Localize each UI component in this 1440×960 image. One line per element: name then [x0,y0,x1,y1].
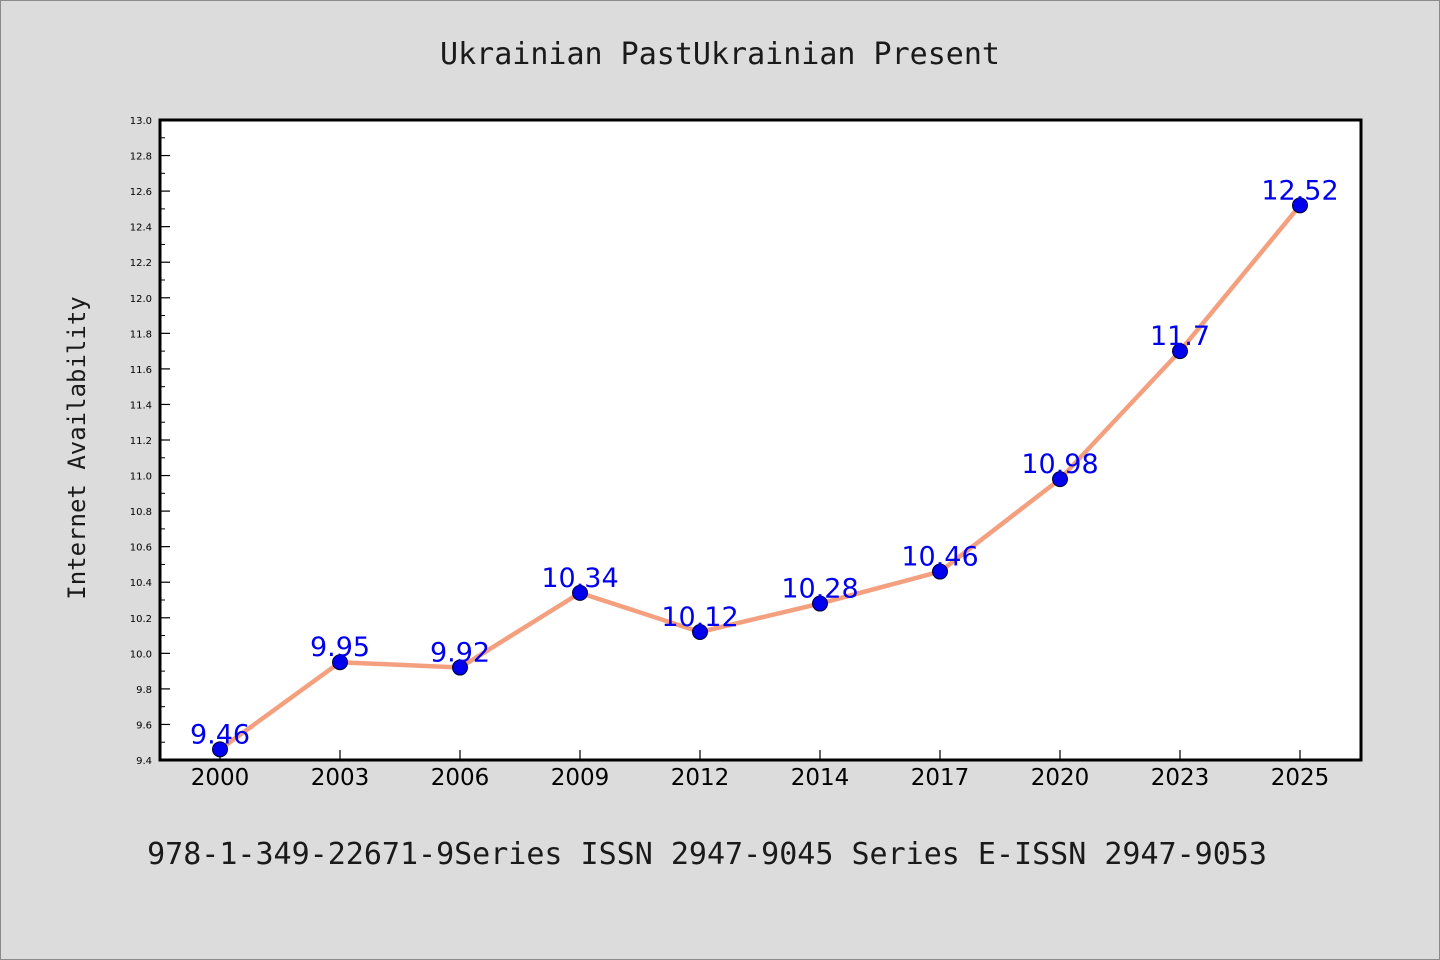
y-tick-label: 11.4 [130,400,152,411]
y-tick-label: 10.6 [130,543,152,554]
y-tick-label: 10.2 [130,614,152,625]
data-label-layer: 9.46 9.95 9.92 10.34 10.12 10.28 10.46 10.98 11.… [190,175,1339,750]
y-tick-label: 10.4 [130,578,152,589]
x-tick-label: 2006 [431,765,490,791]
y-tick-label: 11.2 [130,436,152,447]
x-tick-label: 2017 [911,765,970,791]
data-point [1292,197,1308,214]
y-tick-label: 9.4 [136,756,152,767]
data-label: 10.98 [1021,449,1098,480]
chart-caption: 978-1-349-22671-9Series ISSN 2947-9045 S… [147,837,1267,872]
data-point [1172,343,1188,360]
y-tick-label: 10.0 [130,649,152,660]
y-tick-label: 12.8 [130,152,152,163]
x-tick-label: 2009 [551,765,610,791]
data-label: 9.46 [190,719,250,750]
x-tick-label: 2012 [671,765,730,791]
y-axis-label: Internet Availability [63,296,91,599]
chart-title: Ukrainian PastUkrainian Present [440,37,1000,72]
data-label: 12.52 [1261,175,1338,206]
y-tick-label: 11.0 [130,472,152,483]
x-tick-label: 2000 [191,765,250,791]
y-tick-label: 12.2 [130,258,152,269]
data-label: 10.12 [661,602,738,633]
data-label: 10.28 [781,574,858,605]
y-tick-label: 9.6 [136,720,152,731]
y-tick-label: 12.6 [130,187,152,198]
data-label: 9.92 [430,638,490,669]
data-label: 10.34 [541,563,618,594]
plot-area [160,120,1361,760]
data-point [212,741,228,758]
y-tick-label: 12.0 [130,294,152,305]
x-tick-label: 2023 [1151,765,1210,791]
y-tick-label: 10.8 [130,507,152,518]
y-tick-label: 11.8 [130,329,152,340]
y-tick-label: 12.4 [130,223,152,234]
data-point [692,624,708,640]
y-tick-label: 9.8 [136,685,152,696]
x-axis: 2000 2003 2006 2009 2012 2014 2017 2020 2023 2025 [191,750,1330,791]
plot-border [158,118,1363,762]
data-point [812,595,828,612]
data-label: 10.46 [901,542,978,573]
series-line [217,203,1303,752]
data-point [1052,471,1068,488]
x-tick-label: 2025 [1271,765,1330,791]
y-tick-label: 13.0 [130,116,152,127]
series-layer [212,197,1308,758]
data-point [452,659,468,676]
x-tick-label: 2014 [791,765,850,791]
data-point [572,584,588,601]
data-point [932,563,948,580]
data-label: 9.95 [310,632,370,663]
x-tick-label: 2020 [1031,765,1090,791]
data-label: 11.7 [1150,321,1210,352]
x-tick-label: 2003 [311,765,370,791]
y-tick-label: 11.6 [130,365,152,376]
data-point [332,654,348,671]
